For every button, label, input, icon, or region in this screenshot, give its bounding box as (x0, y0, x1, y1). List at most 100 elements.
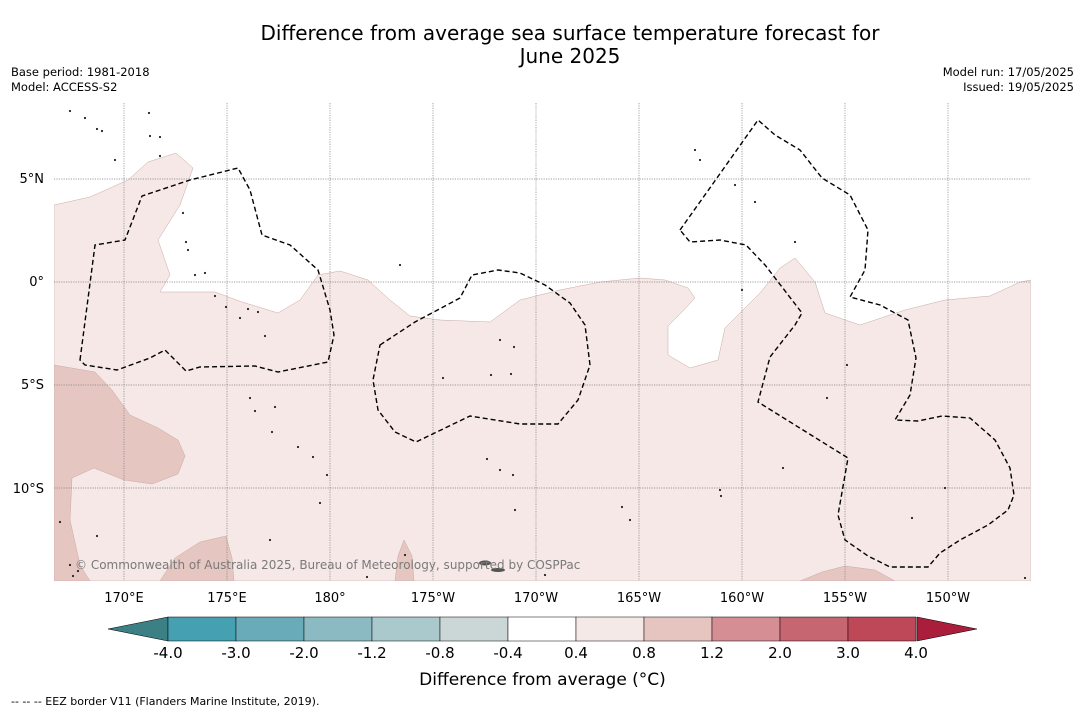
island-dot (95, 534, 99, 538)
colorbar-over-arrow (916, 616, 978, 642)
anomaly-region-south-3 (799, 565, 896, 581)
island-dot (113, 158, 117, 162)
colorbar-box (167, 616, 237, 642)
island-dot (511, 473, 515, 477)
lon-label: 175°E (207, 591, 247, 606)
colorbar-tick: 2.0 (768, 644, 792, 662)
colorbar-tick: 1.2 (700, 644, 724, 662)
lon-label: 150°W (926, 591, 970, 606)
island-dot (693, 148, 697, 152)
eez-border-kiribati-gilbert (79, 167, 335, 373)
model-run: Model run: 17/05/2025 (942, 65, 1074, 79)
lon-label: 170°E (104, 591, 144, 606)
island-dot (256, 310, 260, 314)
island-dot (498, 338, 502, 342)
island-dot (718, 488, 722, 492)
island-dot (95, 127, 99, 131)
island-dot (181, 211, 185, 215)
model-name: Model: ACCESS-S2 (11, 80, 118, 94)
island-dot (740, 288, 744, 292)
island-dot (910, 516, 914, 520)
island-dot (147, 111, 151, 115)
island-dot (403, 553, 407, 557)
island-shape (491, 568, 505, 572)
island-shape (479, 560, 491, 566)
title-line-2: June 2025 (519, 44, 621, 68)
eez-border-phoenix (372, 269, 591, 443)
island-dot (186, 248, 190, 252)
grid-lines (54, 103, 1031, 581)
colorbar-tick: -0.8 (425, 644, 454, 662)
island-dot (68, 563, 72, 567)
colorbar-box (847, 616, 917, 642)
anomaly-region-light (54, 152, 1031, 581)
lon-label: 160°W (720, 591, 764, 606)
colorbar-tick: -3.0 (221, 644, 250, 662)
island-dot (513, 508, 517, 512)
island-dot (485, 457, 489, 461)
island-dot (268, 538, 272, 542)
island-dot (620, 505, 624, 509)
colorbar: -4.0 -3.0 -2.0 -1.2 -0.8 -0.4 0.4 0.8 1.… (107, 616, 978, 662)
island-dot (512, 345, 516, 349)
colorbar-boxes (167, 616, 917, 642)
island-dot (509, 372, 513, 376)
colorbar-tick-labels: -4.0 -3.0 -2.0 -1.2 -0.8 -0.4 0.4 0.8 1.… (153, 644, 928, 662)
island-dot (184, 240, 188, 244)
colorbar-label: Difference from average (°C) (419, 670, 666, 690)
longitude-labels: 170°E 175°E 180° 175°W 170°W 165°W 160°W… (104, 591, 970, 606)
eez-borders (79, 118, 1015, 568)
island-dot (148, 134, 152, 138)
lat-label: 0° (29, 275, 44, 290)
island-dot (203, 271, 207, 275)
colorbar-box (779, 616, 849, 642)
island-dot (83, 116, 87, 120)
island-dot (71, 574, 75, 578)
colorbar-tick: 4.0 (904, 644, 928, 662)
colorbar-tick: -4.0 (153, 644, 182, 662)
island-dot (158, 154, 162, 158)
lon-label: 155°W (823, 591, 867, 606)
eez-border-line-islands (679, 118, 1015, 568)
island-dot (213, 294, 217, 298)
island-dot (238, 316, 242, 320)
island-dot (365, 575, 369, 579)
island-dot (753, 200, 757, 204)
island-dot (628, 518, 632, 522)
colorbar-box (643, 616, 713, 642)
island-dot (825, 396, 829, 400)
lat-label: 5°N (20, 172, 45, 187)
island-dot (489, 373, 493, 377)
colorbar-box (439, 616, 509, 642)
colorbar-tick: 3.0 (836, 644, 860, 662)
colorbar-tick: 0.4 (564, 644, 588, 662)
island-dot (193, 273, 197, 277)
island-dot (325, 473, 329, 477)
colorbar-tick: -0.4 (493, 644, 522, 662)
model-info: Base period: 1981-2018 Model: ACCESS-S2 (11, 65, 150, 95)
island-dot (263, 334, 267, 338)
island-dot (1023, 576, 1027, 580)
island-dot (68, 109, 72, 113)
title-line-1: Difference from average sea surface temp… (260, 21, 880, 45)
island-dot (318, 501, 322, 505)
anomaly-region-south-1 (159, 535, 235, 581)
island-dot (943, 486, 947, 490)
anomaly-region-west (54, 364, 186, 581)
island-dot (224, 305, 228, 309)
lon-label: 175°W (411, 591, 455, 606)
island-dot (733, 183, 737, 187)
island-dot (273, 405, 277, 409)
colorbar-box (711, 616, 781, 642)
lat-label: 10°S (13, 482, 44, 497)
island-dot (246, 307, 250, 311)
eez-legend-note: -- -- -- EEZ border V11 (Flanders Marine… (11, 695, 320, 708)
latitude-labels: 5°N 0° 5°S 10°S (13, 172, 44, 497)
base-period: Base period: 1981-2018 (11, 65, 150, 79)
island-dot (270, 430, 274, 434)
anomaly-fill-layer (54, 152, 1031, 581)
colorbar-tick: 0.8 (632, 644, 656, 662)
island-dot (158, 135, 162, 139)
colorbar-box (235, 616, 305, 642)
